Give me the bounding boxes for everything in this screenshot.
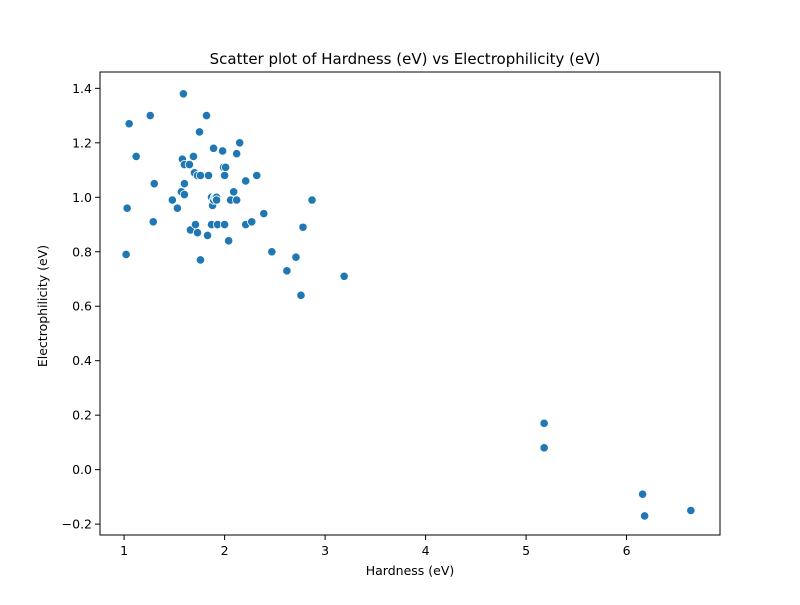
data-point [190,219,201,230]
x-tick-label: 6 [623,543,631,558]
data-point [202,230,213,241]
data-point [122,203,132,213]
data-point [145,110,155,121]
axes-frame [99,71,721,536]
data-point [179,189,190,200]
data-point [148,217,158,227]
x-tick-label: 1 [120,543,128,558]
data-point [208,143,219,153]
data-point [149,179,159,189]
data-point [638,489,648,499]
x-tick-label: 3 [321,543,329,558]
data-point [192,228,203,238]
data-point [221,162,231,172]
data-point [188,151,199,162]
data-point [195,170,206,181]
data-point [203,170,214,181]
data-point [224,236,234,246]
data-point [121,249,131,260]
y-tick-label: −0.2 [62,517,92,532]
data-point [339,271,349,281]
x-tick-label: 2 [221,543,229,558]
data-point [235,138,245,148]
data-point [172,203,182,213]
data-point [282,266,292,276]
data-point [179,179,190,189]
data-point [232,195,242,205]
data-point [267,247,277,257]
data-point [220,170,230,181]
data-point [217,146,228,156]
y-tick-label: 0.2 [72,408,92,423]
data-point [686,505,696,516]
plot-area: 1 2 3 4 5 6 −0.2 0.0 0.2 0.4 0.6 0.8 1.0 1.2 1.4 [62,71,721,558]
y-tick-label: 0.6 [72,299,92,314]
x-axis-label: Hardness (eV) [366,563,455,578]
data-point [229,187,239,197]
data-point [640,511,650,521]
data-point [252,170,262,181]
data-point [307,195,317,205]
y-tick-label: 0.0 [72,462,92,477]
data-point [539,418,549,428]
y-axis-label: Electrophilicity (eV) [35,245,50,367]
y-tick-label: 0.4 [72,353,92,368]
x-tick-label: 4 [422,543,430,558]
data-point [167,195,177,205]
data-point [241,176,251,186]
data-point [232,149,242,159]
x-tick-label: 5 [522,543,530,558]
data-point [247,217,257,227]
y-tick-label: 1.2 [72,135,92,150]
data-point [124,119,134,129]
data-point [184,160,195,170]
data-point [195,255,206,265]
y-tick-label: 0.8 [72,244,92,259]
data-point [220,219,230,230]
y-tick-label: 1.0 [72,190,92,205]
data-point [178,89,189,99]
data-point [131,151,141,162]
data-point [296,290,306,300]
data-point [539,443,549,453]
data-point [211,195,222,205]
chart-title: Scatter plot of Hardness (eV) vs Electro… [210,50,601,68]
data-point [298,222,308,232]
data-point [291,252,301,262]
y-tick-label: 1.4 [72,81,92,96]
data-point [201,110,212,121]
data-point [259,209,269,219]
data-point [194,127,205,137]
